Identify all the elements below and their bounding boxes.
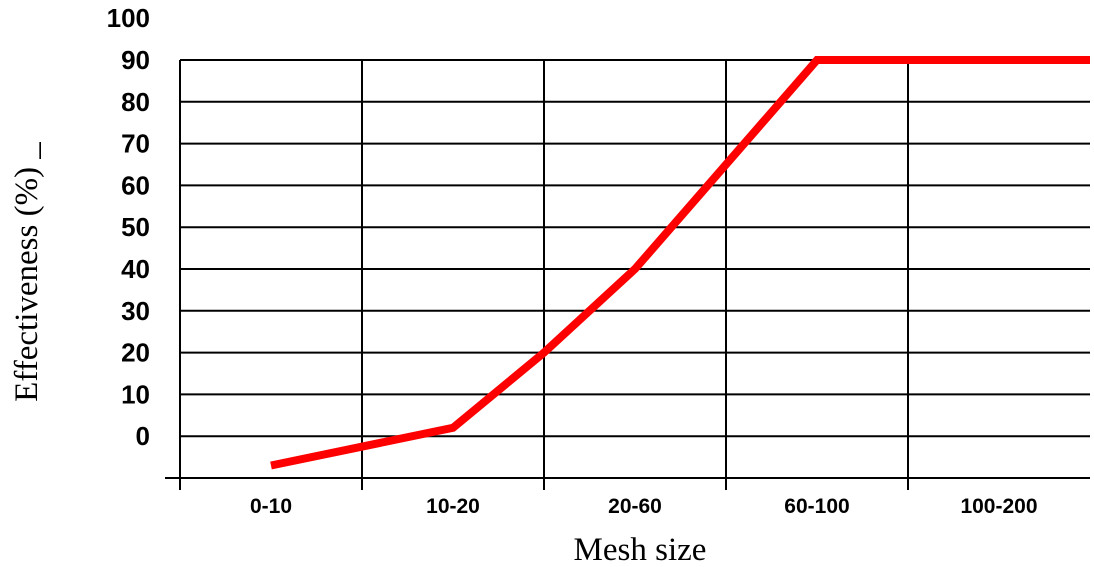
x-tick-label: 20-60	[608, 495, 662, 518]
y-tick-label: 90	[121, 45, 150, 75]
y-tick-label: 80	[121, 87, 150, 117]
y-tick-label: 60	[121, 170, 150, 200]
x-tick-labels: 0-10 10-20 20-60 60-100 100-200	[250, 495, 1038, 518]
x-tick-label: 100-200	[960, 495, 1037, 518]
x-tick-label: 60-100	[784, 495, 849, 518]
y-axis-title: Effectiveness (%) _	[9, 142, 45, 402]
y-tick-label: 70	[121, 129, 150, 159]
axes	[165, 60, 1090, 490]
x-axis-title: Mesh size	[574, 532, 707, 567]
y-tick-label: 100	[107, 3, 150, 33]
y-tick-label: 30	[121, 296, 150, 326]
y-tick-label: 10	[121, 379, 150, 409]
y-tick-label: 40	[121, 254, 150, 284]
x-tick-label: 10-20	[426, 495, 480, 518]
grid-lines	[180, 59, 1090, 490]
y-tick-label: 50	[121, 212, 150, 242]
y-tick-label: 20	[121, 338, 150, 368]
series-layer	[270, 56, 1091, 470]
x-tick-label: 0-10	[250, 495, 292, 518]
y-tick-label: 0	[136, 421, 150, 451]
series-line	[270, 56, 1090, 470]
